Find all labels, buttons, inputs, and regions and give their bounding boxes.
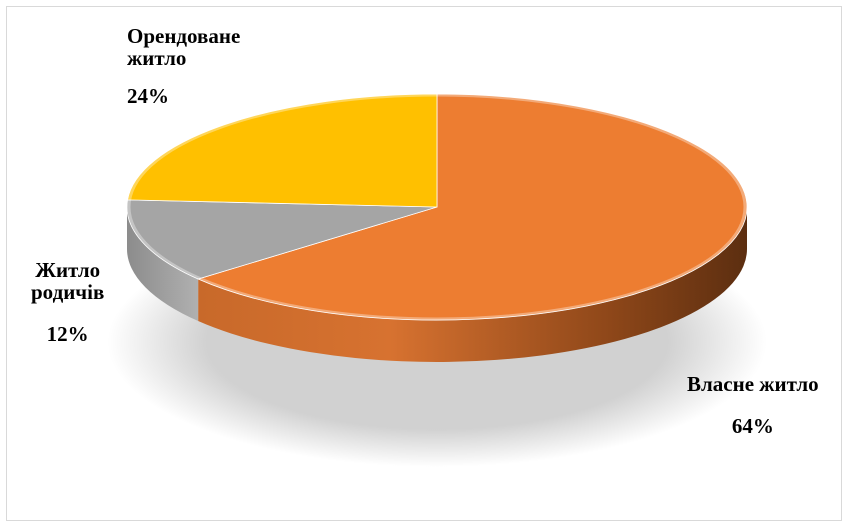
pie-slice-vlasne: [196, 93, 748, 321]
slice-name-orendovane-line2: житло: [127, 46, 187, 70]
slice-name-orendovane-line1: Орендоване: [127, 24, 241, 48]
pie-rim-highlight: [127, 93, 747, 321]
slice-name-rodychiv-line1: Житло: [35, 258, 101, 282]
slice-percent-rodychiv: 12%: [46, 322, 89, 346]
slice-label-orendovane: Орендоване житло 24%: [127, 25, 240, 107]
slice-label-rodychiv: Житло родичів 12%: [31, 259, 104, 345]
pie-side-vlasne: [198, 207, 748, 362]
pie-tops: [126, 93, 748, 321]
slice-label-vlasne: Власне житло 64%: [687, 373, 819, 437]
pie-chart: [107, 93, 767, 467]
pie-slice-orendovane: [127, 93, 438, 208]
chart-frame: Власне житло 64% Житло родичів 12% Оренд…: [6, 6, 842, 521]
slice-percent-vlasne: 64%: [731, 414, 774, 438]
slice-percent-orendovane: 24%: [127, 84, 169, 108]
pie-slice-rodychiv: [126, 199, 438, 280]
slice-name-rodychiv-line2: родичів: [31, 280, 105, 304]
slice-name-vlasne: Власне житло: [687, 372, 819, 396]
pie-sides: [127, 207, 748, 362]
pie-side-rodychiv: [127, 207, 199, 322]
